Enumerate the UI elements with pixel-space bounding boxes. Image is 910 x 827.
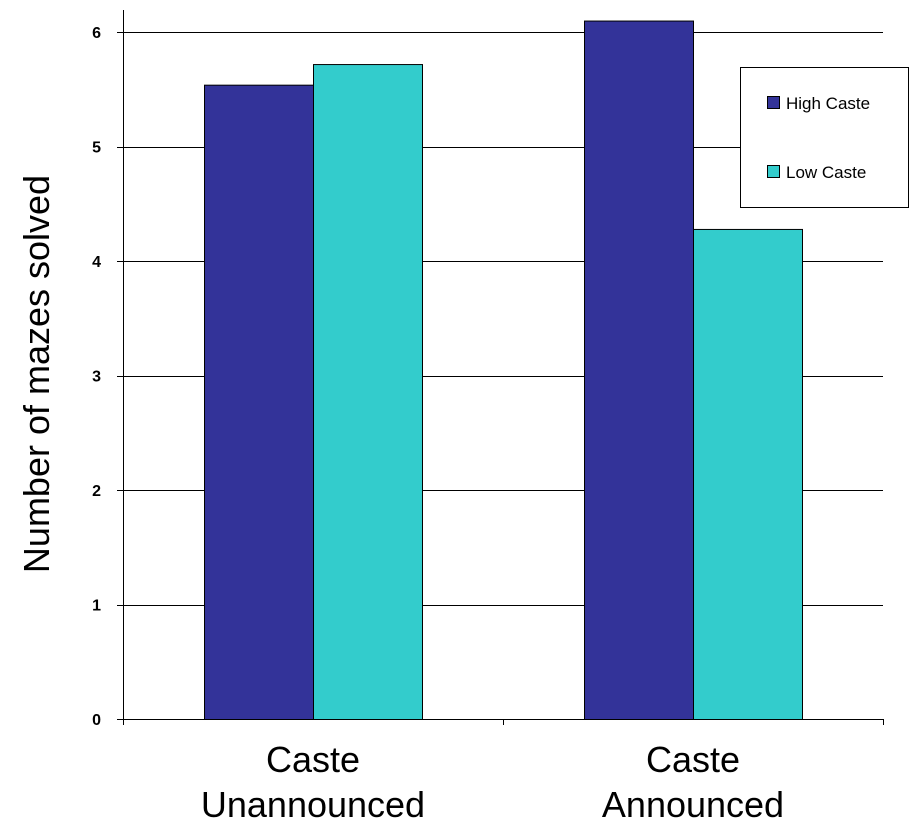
legend: High Caste Low Caste [740,67,909,208]
bar-low-caste-1 [693,228,803,720]
x-tick-label-1-1: Announced [602,784,784,822]
y-tick-label-4: 4 [92,254,101,271]
y-tick-label-5: 5 [92,140,101,157]
legend-label-low-caste: Low Caste [786,163,866,182]
y-tick-label-0: 0 [92,712,101,729]
bar-high-caste-1 [584,20,694,721]
bars [204,20,803,721]
y-tick-label-3: 3 [92,369,101,386]
x-tick-label-0-1: Unannounced [201,784,425,822]
y-tick-label-1: 1 [92,598,101,615]
legend-label-high-caste: High Caste [786,94,870,113]
y-axis-title: Number of mazes solved [16,175,57,573]
x-tick-labels: Caste Unannounced Caste Announced [201,739,784,825]
legend-swatch-high-caste [767,96,780,109]
y-tick-labels: 0 1 2 3 4 5 6 [92,25,101,729]
y-tick-label-2: 2 [92,483,101,500]
y-tick-label-6: 6 [92,25,101,42]
bar-high-caste-0 [204,84,314,721]
legend-swatch-low-caste [767,165,780,178]
legend-box [740,67,909,208]
x-tick-label-0-0: Caste [266,739,360,780]
axes [117,10,884,725]
bar-low-caste-0 [313,64,423,720]
x-tick-label-1-0: Caste [646,739,740,780]
